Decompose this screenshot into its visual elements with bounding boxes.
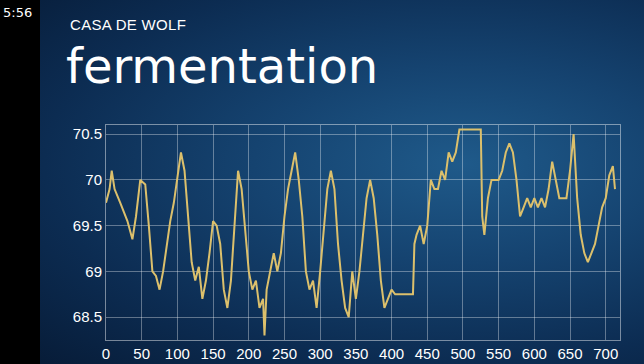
svg-text:100: 100: [165, 345, 190, 362]
svg-text:70: 70: [85, 171, 102, 188]
svg-text:300: 300: [308, 345, 333, 362]
svg-text:68.5: 68.5: [73, 308, 102, 325]
html-text:fermentation: fermentation: [66, 38, 379, 94]
svg-text:650: 650: [558, 345, 583, 362]
svg-text:250: 250: [272, 345, 297, 362]
svg-text:350: 350: [343, 345, 368, 362]
svg-text:550: 550: [486, 345, 511, 362]
svg-text:50: 50: [133, 345, 150, 362]
svg-text:69: 69: [85, 263, 102, 280]
svg-text:70.5: 70.5: [73, 125, 102, 142]
svg-text:0: 0: [102, 345, 110, 362]
svg-text:600: 600: [522, 345, 547, 362]
svg-text:69.5: 69.5: [73, 217, 102, 234]
svg-text:200: 200: [236, 345, 261, 362]
svg-text:700: 700: [593, 345, 618, 362]
html-text:5:56: 5:56: [3, 5, 33, 20]
html-text:CASA DE WOLF: CASA DE WOLF: [70, 16, 187, 33]
svg-text:500: 500: [450, 345, 475, 362]
svg-text:400: 400: [379, 345, 404, 362]
svg-text:450: 450: [415, 345, 440, 362]
svg-text:150: 150: [201, 345, 226, 362]
